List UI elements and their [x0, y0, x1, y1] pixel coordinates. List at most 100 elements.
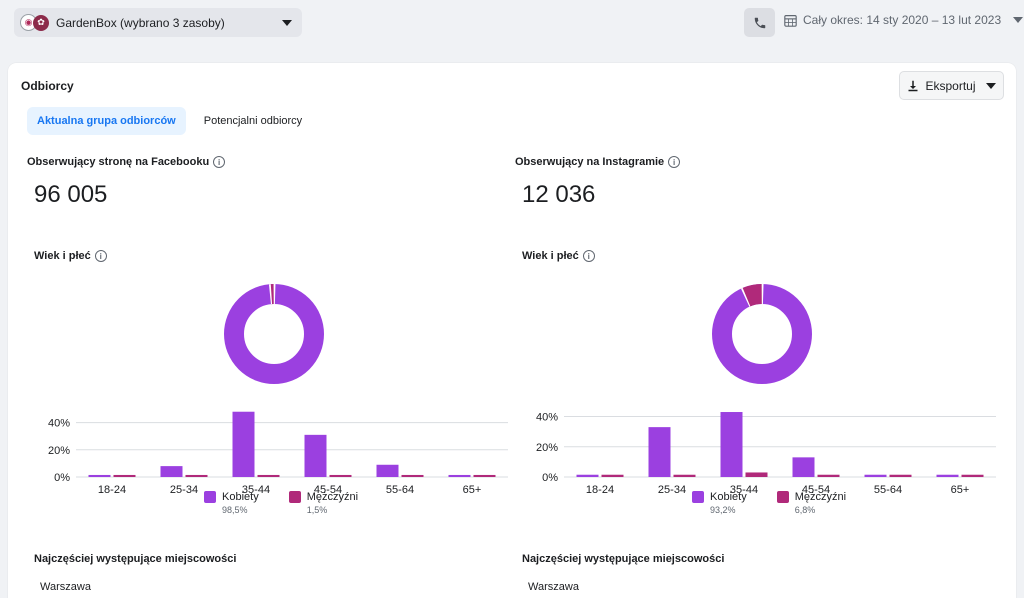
bar-men-25-34 [673, 474, 696, 477]
bar-men-35-44 [257, 474, 280, 477]
bar-women-55-64 [864, 474, 887, 477]
facebook-panel: Obserwujący stronę na Facebooku i 96 005… [26, 155, 514, 598]
bar-women-18-24 [576, 474, 599, 477]
chevron-down-icon [282, 19, 292, 26]
instagram-legend: Kobiety 93,2% Mężczyźni 6,8% [692, 491, 846, 515]
bar-men-45-54 [817, 474, 840, 477]
bar-men-65+ [961, 474, 984, 477]
tab-current-audience[interactable]: Aktualna grupa odbiorców [27, 107, 186, 135]
x-tick-label: 55-64 [874, 484, 902, 496]
donut-separator [712, 284, 812, 384]
bar-men-45-54 [329, 474, 352, 477]
bar-women-18-24 [88, 474, 111, 477]
city-item: Warszawa [40, 581, 91, 593]
instagram-avatar-icon: ✿ [33, 14, 49, 31]
x-tick-label: 25-34 [170, 484, 198, 496]
x-tick-label: 25-34 [658, 484, 686, 496]
info-icon[interactable]: i [94, 250, 107, 262]
bar-men-18-24 [113, 474, 136, 477]
date-range-picker[interactable]: Cały okres: 14 sty 2020 – 13 lut 2023 [784, 13, 1024, 27]
export-button[interactable]: Eksportuj [899, 71, 1004, 100]
city-item: Warszawa [528, 581, 579, 593]
facebook-cities-title: Najczęściej występujące miejscowości [34, 553, 237, 565]
facebook-age-bar-chart: 0% 20% 40% 18-24 25-34 35-44 45-54 55-64 65+ [48, 411, 508, 496]
x-tick-label: 35-44 [730, 484, 758, 496]
chevron-down-icon [1013, 17, 1024, 23]
legend-pct-women: 93,2% [710, 505, 736, 515]
bar-men-18-24 [601, 474, 624, 477]
info-icon[interactable]: i [582, 250, 595, 262]
instagram-followers-title: Obserwujący na Instagramie i [515, 156, 681, 168]
facebook-age-gender-title: Wiek i płeć i [34, 250, 107, 262]
legend-item-men: Mężczyźni 6,8% [776, 491, 847, 515]
info-icon[interactable]: i [668, 156, 681, 168]
x-tick-label: 18-24 [586, 484, 614, 496]
age-gender-label: Wiek i płeć [34, 250, 91, 262]
instagram-age-bar-chart: 0% 20% 40% 18-24 25-34 35-44 45-54 55-64 65+ [536, 412, 996, 496]
calendar-icon [784, 14, 797, 27]
account-label: GardenBox (wybrano 3 zasoby) [56, 15, 225, 30]
y-tick-label: 20% [48, 445, 70, 457]
facebook-followers-value: 96 005 [34, 181, 108, 208]
age-gender-label: Wiek i płeć [522, 250, 579, 262]
x-tick-label: 35-44 [242, 484, 270, 496]
legend-item-men: Mężczyźni 1,5% [288, 491, 359, 515]
y-tick-label: 40% [536, 412, 558, 424]
legend-label-men: Mężczyźni [306, 491, 359, 503]
bar-women-65+ [448, 474, 471, 477]
legend-pct-men: 1,5% [306, 505, 328, 515]
instagram-cities-title: Najczęściej występujące miejscowości [522, 553, 725, 565]
bar-women-35-44 [232, 411, 255, 477]
legend-swatch-women [204, 491, 216, 503]
info-icon[interactable]: i [213, 156, 226, 168]
audience-card: Odbiorcy Eksportuj Aktualna grupa odbior… [8, 63, 1016, 598]
bar-women-45-54 [792, 457, 815, 477]
bar-women-25-34 [648, 427, 671, 477]
legend-swatch-men [288, 491, 301, 503]
bar-men-55-64 [401, 474, 424, 477]
bar-women-65+ [936, 474, 959, 477]
y-tick-label: 0% [542, 472, 558, 484]
donut-slice-women [224, 284, 324, 384]
date-range-label: Cały okres: 14 sty 2020 – 13 lut 2023 [803, 13, 1002, 27]
chevron-down-icon [985, 82, 996, 89]
bar-men-25-34 [185, 474, 208, 477]
audience-tabs: Aktualna grupa odbiorców Potencjalni odb… [27, 107, 312, 135]
y-tick-label: 20% [536, 442, 558, 454]
export-label: Eksportuj [925, 78, 976, 93]
legend-swatch-men [776, 491, 789, 503]
x-tick-label: 65+ [951, 484, 970, 496]
phone-button[interactable] [744, 8, 775, 37]
bar-men-35-44 [745, 472, 768, 477]
bar-women-45-54 [304, 434, 327, 477]
phone-icon [754, 17, 765, 28]
x-tick-label: 45-54 [314, 484, 342, 496]
bar-women-25-34 [160, 466, 183, 477]
bar-men-55-64 [889, 474, 912, 477]
x-tick-label: 65+ [463, 484, 482, 496]
bar-women-35-44 [720, 412, 743, 477]
instagram-age-gender-title: Wiek i płeć i [522, 250, 595, 262]
instagram-followers-label: Obserwujący na Instagramie [515, 156, 665, 168]
x-tick-label: 18-24 [98, 484, 126, 496]
bar-men-65+ [473, 474, 496, 477]
account-logo: ◉ ✿ [20, 14, 50, 32]
legend-label-men: Mężczyźni [794, 491, 847, 503]
instagram-followers-value: 12 036 [522, 181, 596, 208]
legend-label-women: Kobiety [710, 491, 747, 503]
legend-pct-men: 6,8% [794, 505, 816, 515]
x-tick-label: 45-54 [802, 484, 830, 496]
facebook-followers-title: Obserwujący stronę na Facebooku i [27, 156, 226, 168]
legend-swatch-women [692, 491, 704, 503]
legend-item-women: Kobiety 93,2% [692, 491, 747, 515]
tab-potential-audience[interactable]: Potencjalni odbiorcy [203, 115, 303, 127]
instagram-panel: Obserwujący na Instagramie i 12 036 Wiek… [514, 155, 1002, 598]
account-selector[interactable]: ◉ ✿ GardenBox (wybrano 3 zasoby) [14, 8, 302, 37]
y-tick-label: 40% [48, 418, 70, 430]
facebook-gender-donut [224, 284, 324, 384]
facebook-followers-label: Obserwujący stronę na Facebooku [27, 156, 210, 168]
legend-item-women: Kobiety 98,5% [204, 491, 259, 515]
y-tick-label: 0% [54, 472, 70, 484]
x-tick-label: 55-64 [386, 484, 414, 496]
legend-label-women: Kobiety [222, 491, 259, 503]
